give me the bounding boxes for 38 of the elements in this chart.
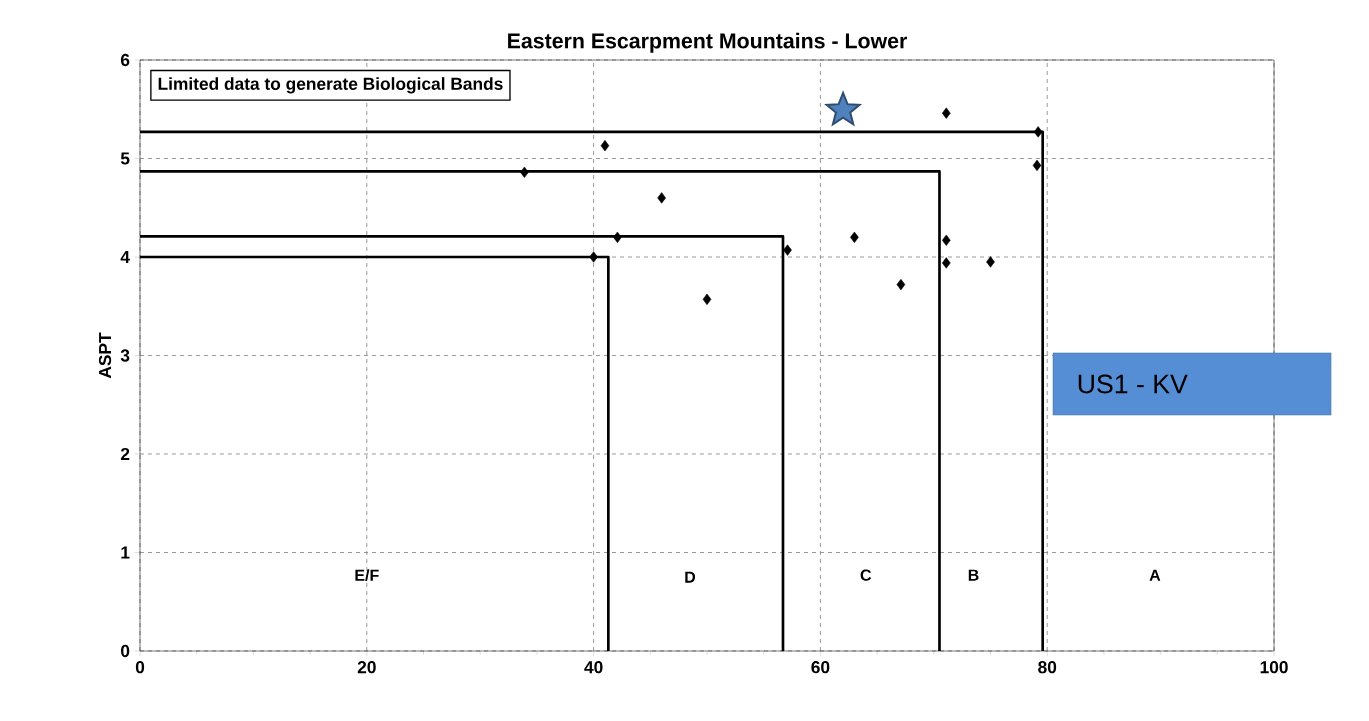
y-axis-title: ASPT xyxy=(98,332,112,379)
y-tick-label: 6 xyxy=(120,53,130,67)
point xyxy=(600,140,610,152)
point xyxy=(783,244,792,256)
x-tick-label: 0 xyxy=(135,661,145,674)
point xyxy=(613,231,622,243)
point xyxy=(825,91,861,126)
annotation: E/F xyxy=(355,569,379,582)
point xyxy=(520,166,529,178)
x-tick-label: 60 xyxy=(811,661,830,674)
point xyxy=(1032,159,1042,171)
x-tick-label: 20 xyxy=(357,661,376,674)
point xyxy=(702,293,712,305)
y-tick-label: 5 xyxy=(120,152,130,165)
point xyxy=(1033,126,1043,138)
annotation: D xyxy=(685,571,696,583)
point xyxy=(589,251,598,263)
x-tick-label: 80 xyxy=(1038,661,1057,674)
point xyxy=(942,107,951,119)
annotation: C xyxy=(860,569,872,581)
point xyxy=(657,192,666,204)
y-tick-label: 1 xyxy=(121,546,130,559)
annotation: A xyxy=(1149,569,1161,581)
chart-title: Eastern Escarpment Mountains - Lower xyxy=(508,32,908,53)
annotation: B xyxy=(968,569,979,581)
y-tick-label: 3 xyxy=(120,349,130,362)
y-tick-label: 2 xyxy=(120,447,130,461)
point xyxy=(850,231,859,243)
y-tick-label: 4 xyxy=(120,251,130,263)
y-tick-label: 0 xyxy=(121,644,130,658)
point xyxy=(896,278,906,291)
x-tick-label: 100 xyxy=(1260,661,1288,674)
point xyxy=(942,234,951,246)
point xyxy=(986,256,995,268)
annotation: US1 - KV xyxy=(1078,374,1188,394)
x-tick-label: 40 xyxy=(584,661,603,674)
point xyxy=(942,257,951,269)
annotation: Limited data to generate Biological Bands xyxy=(158,77,503,94)
